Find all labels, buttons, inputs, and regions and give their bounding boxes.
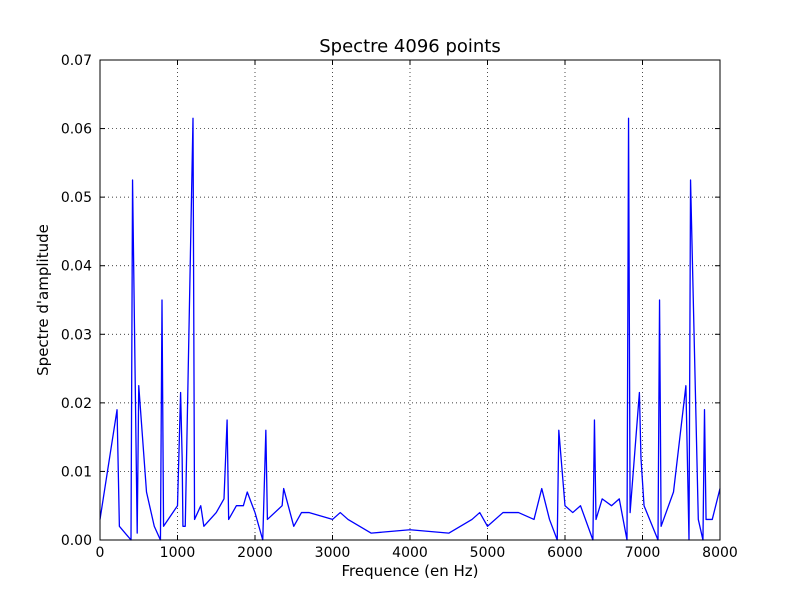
y-tick-label: 0.04: [61, 259, 92, 275]
x-tick-label: 5000: [470, 545, 506, 561]
x-tick-label: 0: [96, 545, 105, 561]
x-tick-label: 1000: [160, 545, 196, 561]
x-axis-label: Frequence (en Hz): [342, 562, 479, 580]
y-tick-label: 0.01: [61, 464, 92, 480]
y-tick-label: 0.00: [61, 533, 92, 549]
x-tick-label: 3000: [315, 545, 351, 561]
series-layer: [99, 117, 721, 541]
y-tick-label: 0.06: [61, 122, 92, 138]
y-tick-label: 0.03: [61, 327, 92, 343]
chart-title: Spectre 4096 points: [319, 36, 501, 57]
spectrum-series-line: [99, 117, 721, 541]
x-tick-label: 4000: [392, 545, 428, 561]
y-tick-label: 0.07: [61, 53, 92, 69]
x-tick-label: 2000: [237, 545, 273, 561]
ticks: 0 1000 2000 3000 4000 5000 6000 7000 8000 0.00 0.0…: [61, 53, 738, 561]
y-axis-label: Spectre d'amplitude: [34, 224, 52, 376]
x-tick-label: 6000: [547, 545, 583, 561]
x-tick-label: 8000: [702, 545, 738, 561]
x-tick-label: 7000: [625, 545, 661, 561]
y-tick-label: 0.05: [61, 190, 92, 206]
y-tick-label: 0.02: [61, 396, 92, 412]
